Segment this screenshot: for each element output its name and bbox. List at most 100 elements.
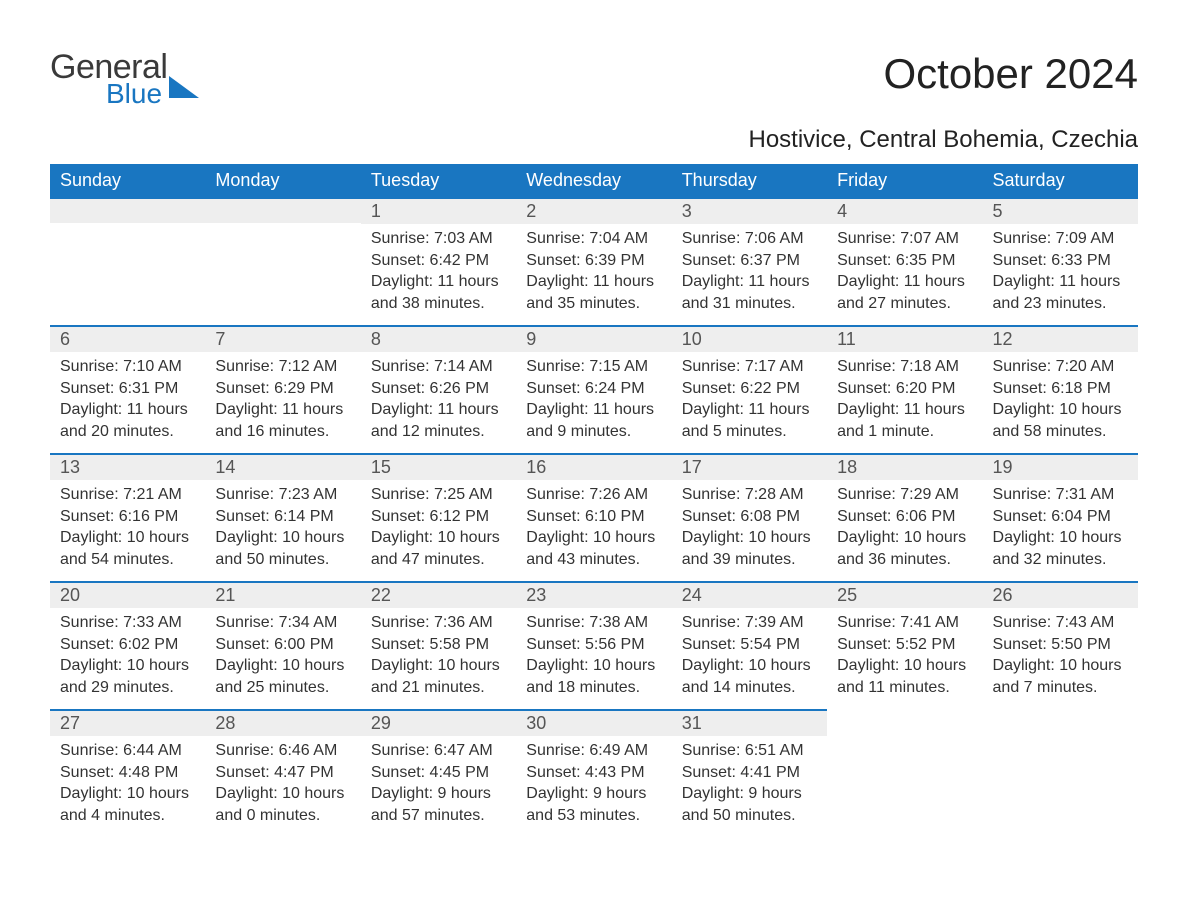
- calendar-day-cell: 25Sunrise: 7:41 AMSunset: 5:52 PMDayligh…: [827, 581, 982, 709]
- day-details: Sunrise: 7:28 AMSunset: 6:08 PMDaylight:…: [672, 480, 827, 578]
- calendar-week-row: 20Sunrise: 7:33 AMSunset: 6:02 PMDayligh…: [50, 581, 1138, 709]
- day-number: 10: [672, 327, 827, 352]
- brand-triangle-icon: [169, 76, 199, 98]
- calendar-week-row: 27Sunrise: 6:44 AMSunset: 4:48 PMDayligh…: [50, 709, 1138, 837]
- day-number: 17: [672, 455, 827, 480]
- day-number: 12: [983, 327, 1138, 352]
- calendar-day-cell: 8Sunrise: 7:14 AMSunset: 6:26 PMDaylight…: [361, 325, 516, 453]
- day-number: 20: [50, 583, 205, 608]
- day-number: 8: [361, 327, 516, 352]
- day-number: 11: [827, 327, 982, 352]
- calendar-day-cell: 20Sunrise: 7:33 AMSunset: 6:02 PMDayligh…: [50, 581, 205, 709]
- weekday-header: Saturday: [983, 164, 1138, 197]
- day-details: Sunrise: 7:34 AMSunset: 6:00 PMDaylight:…: [205, 608, 360, 706]
- day-details: Sunrise: 7:07 AMSunset: 6:35 PMDaylight:…: [827, 224, 982, 322]
- day-details: Sunrise: 7:41 AMSunset: 5:52 PMDaylight:…: [827, 608, 982, 706]
- day-number: 28: [205, 711, 360, 736]
- location: Hostivice, Central Bohemia, Czechia: [50, 126, 1138, 154]
- calendar-week-row: 1Sunrise: 7:03 AMSunset: 6:42 PMDaylight…: [50, 197, 1138, 325]
- day-details: Sunrise: 7:18 AMSunset: 6:20 PMDaylight:…: [827, 352, 982, 450]
- calendar-week-row: 13Sunrise: 7:21 AMSunset: 6:16 PMDayligh…: [50, 453, 1138, 581]
- calendar-week-row: 6Sunrise: 7:10 AMSunset: 6:31 PMDaylight…: [50, 325, 1138, 453]
- calendar-day-cell: 4Sunrise: 7:07 AMSunset: 6:35 PMDaylight…: [827, 197, 982, 325]
- day-details: Sunrise: 6:49 AMSunset: 4:43 PMDaylight:…: [516, 736, 671, 834]
- day-details: Sunrise: 7:26 AMSunset: 6:10 PMDaylight:…: [516, 480, 671, 578]
- calendar-day-cell: 21Sunrise: 7:34 AMSunset: 6:00 PMDayligh…: [205, 581, 360, 709]
- calendar-day-cell: 30Sunrise: 6:49 AMSunset: 4:43 PMDayligh…: [516, 709, 671, 837]
- day-number: 25: [827, 583, 982, 608]
- day-number: 26: [983, 583, 1138, 608]
- day-details: Sunrise: 7:20 AMSunset: 6:18 PMDaylight:…: [983, 352, 1138, 450]
- calendar-day-cell: 9Sunrise: 7:15 AMSunset: 6:24 PMDaylight…: [516, 325, 671, 453]
- day-details: Sunrise: 7:14 AMSunset: 6:26 PMDaylight:…: [361, 352, 516, 450]
- day-number: 15: [361, 455, 516, 480]
- day-details: Sunrise: 6:51 AMSunset: 4:41 PMDaylight:…: [672, 736, 827, 834]
- day-details: Sunrise: 7:15 AMSunset: 6:24 PMDaylight:…: [516, 352, 671, 450]
- calendar-day-cell: 22Sunrise: 7:36 AMSunset: 5:58 PMDayligh…: [361, 581, 516, 709]
- day-details: Sunrise: 7:38 AMSunset: 5:56 PMDaylight:…: [516, 608, 671, 706]
- day-details: Sunrise: 7:36 AMSunset: 5:58 PMDaylight:…: [361, 608, 516, 706]
- weekday-header: Sunday: [50, 164, 205, 197]
- day-details: Sunrise: 7:39 AMSunset: 5:54 PMDaylight:…: [672, 608, 827, 706]
- day-details: Sunrise: 7:12 AMSunset: 6:29 PMDaylight:…: [205, 352, 360, 450]
- calendar-day-cell: 11Sunrise: 7:18 AMSunset: 6:20 PMDayligh…: [827, 325, 982, 453]
- weekday-header: Tuesday: [361, 164, 516, 197]
- day-number: 27: [50, 711, 205, 736]
- day-details: Sunrise: 7:09 AMSunset: 6:33 PMDaylight:…: [983, 224, 1138, 322]
- weekday-header: Thursday: [672, 164, 827, 197]
- calendar-day-cell: 17Sunrise: 7:28 AMSunset: 6:08 PMDayligh…: [672, 453, 827, 581]
- calendar-day-cell: 1Sunrise: 7:03 AMSunset: 6:42 PMDaylight…: [361, 197, 516, 325]
- day-number: 6: [50, 327, 205, 352]
- calendar-empty-cell: [983, 709, 1138, 837]
- calendar-day-cell: 6Sunrise: 7:10 AMSunset: 6:31 PMDaylight…: [50, 325, 205, 453]
- calendar-day-cell: 27Sunrise: 6:44 AMSunset: 4:48 PMDayligh…: [50, 709, 205, 837]
- day-number: 31: [672, 711, 827, 736]
- day-details: Sunrise: 7:17 AMSunset: 6:22 PMDaylight:…: [672, 352, 827, 450]
- day-number: 23: [516, 583, 671, 608]
- day-number: 5: [983, 199, 1138, 224]
- calendar-day-cell: 26Sunrise: 7:43 AMSunset: 5:50 PMDayligh…: [983, 581, 1138, 709]
- calendar-day-cell: 2Sunrise: 7:04 AMSunset: 6:39 PMDaylight…: [516, 197, 671, 325]
- header: General Blue October 2024: [50, 50, 1138, 108]
- weekday-header: Monday: [205, 164, 360, 197]
- day-number: 16: [516, 455, 671, 480]
- empty-day-header: [205, 197, 360, 223]
- day-number: 18: [827, 455, 982, 480]
- day-number: 1: [361, 199, 516, 224]
- weekday-header: Friday: [827, 164, 982, 197]
- day-details: Sunrise: 7:33 AMSunset: 6:02 PMDaylight:…: [50, 608, 205, 706]
- calendar-day-cell: 14Sunrise: 7:23 AMSunset: 6:14 PMDayligh…: [205, 453, 360, 581]
- brand-logo: General Blue: [50, 50, 199, 108]
- day-details: Sunrise: 7:03 AMSunset: 6:42 PMDaylight:…: [361, 224, 516, 322]
- day-details: Sunrise: 7:31 AMSunset: 6:04 PMDaylight:…: [983, 480, 1138, 578]
- calendar-day-cell: 7Sunrise: 7:12 AMSunset: 6:29 PMDaylight…: [205, 325, 360, 453]
- day-number: 7: [205, 327, 360, 352]
- calendar-day-cell: 24Sunrise: 7:39 AMSunset: 5:54 PMDayligh…: [672, 581, 827, 709]
- day-details: Sunrise: 6:44 AMSunset: 4:48 PMDaylight:…: [50, 736, 205, 834]
- calendar-day-cell: 12Sunrise: 7:20 AMSunset: 6:18 PMDayligh…: [983, 325, 1138, 453]
- day-number: 22: [361, 583, 516, 608]
- month-title: October 2024: [883, 50, 1138, 98]
- calendar-day-cell: 19Sunrise: 7:31 AMSunset: 6:04 PMDayligh…: [983, 453, 1138, 581]
- weekday-header-row: SundayMondayTuesdayWednesdayThursdayFrid…: [50, 164, 1138, 197]
- day-number: 19: [983, 455, 1138, 480]
- calendar-day-cell: 13Sunrise: 7:21 AMSunset: 6:16 PMDayligh…: [50, 453, 205, 581]
- day-number: 3: [672, 199, 827, 224]
- empty-day-header: [50, 197, 205, 223]
- day-details: Sunrise: 6:46 AMSunset: 4:47 PMDaylight:…: [205, 736, 360, 834]
- day-details: Sunrise: 7:25 AMSunset: 6:12 PMDaylight:…: [361, 480, 516, 578]
- day-number: 24: [672, 583, 827, 608]
- calendar-day-cell: 15Sunrise: 7:25 AMSunset: 6:12 PMDayligh…: [361, 453, 516, 581]
- calendar-empty-cell: [827, 709, 982, 837]
- calendar-day-cell: 3Sunrise: 7:06 AMSunset: 6:37 PMDaylight…: [672, 197, 827, 325]
- day-details: Sunrise: 7:29 AMSunset: 6:06 PMDaylight:…: [827, 480, 982, 578]
- day-number: 21: [205, 583, 360, 608]
- day-number: 29: [361, 711, 516, 736]
- calendar-day-cell: 23Sunrise: 7:38 AMSunset: 5:56 PMDayligh…: [516, 581, 671, 709]
- day-details: Sunrise: 7:21 AMSunset: 6:16 PMDaylight:…: [50, 480, 205, 578]
- calendar-day-cell: 18Sunrise: 7:29 AMSunset: 6:06 PMDayligh…: [827, 453, 982, 581]
- day-details: Sunrise: 7:43 AMSunset: 5:50 PMDaylight:…: [983, 608, 1138, 706]
- calendar-day-cell: 28Sunrise: 6:46 AMSunset: 4:47 PMDayligh…: [205, 709, 360, 837]
- day-details: Sunrise: 6:47 AMSunset: 4:45 PMDaylight:…: [361, 736, 516, 834]
- calendar-day-cell: 5Sunrise: 7:09 AMSunset: 6:33 PMDaylight…: [983, 197, 1138, 325]
